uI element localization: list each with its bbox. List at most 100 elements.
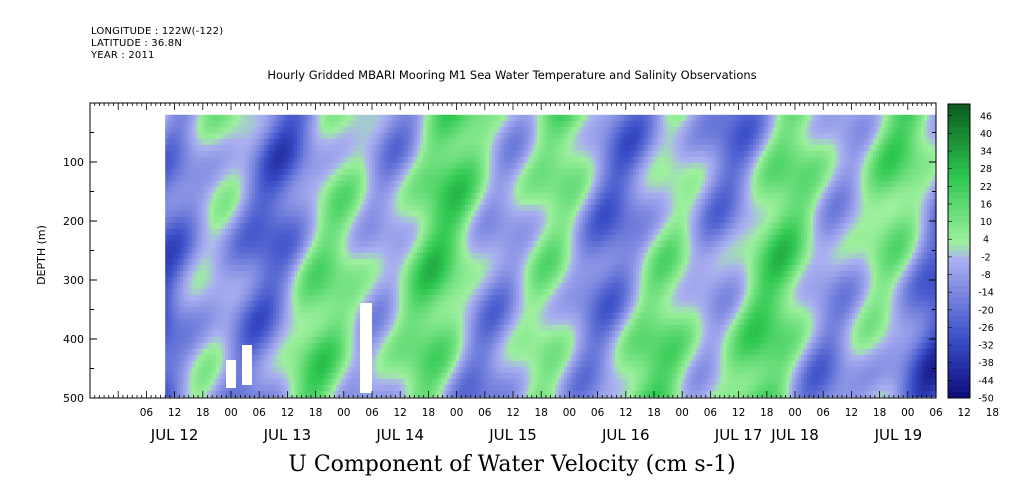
heat-cell [195,384,199,392]
heat-cell [273,174,277,182]
heat-cell [312,222,316,230]
heat-cell [294,180,298,188]
heat-cell [318,324,322,332]
heat-cell [198,282,202,290]
heat-cell [462,384,466,392]
heat-cell [396,324,400,332]
heat-cell [381,192,385,200]
heat-cell [384,162,388,170]
heat-cell [465,150,469,158]
heat-cell [171,270,175,278]
heat-cell [240,258,244,266]
heat-cell [276,282,280,290]
heat-cell [414,270,418,278]
heat-cell [246,312,250,320]
heat-cell [438,144,442,152]
heat-cell [186,126,190,134]
heat-cell [435,330,439,338]
heat-cell [369,258,373,266]
heat-cell [474,204,478,212]
heat-cell [327,132,331,140]
heat-cell [372,228,376,236]
heat-cell [177,198,181,206]
heat-cell [219,366,223,374]
heat-cell [291,264,295,272]
heat-cell [423,132,427,140]
heat-cell [186,204,190,212]
heat-cell [306,168,310,176]
heat-cell [324,360,328,368]
heat-cell [462,294,466,302]
heat-cell [249,162,253,170]
heat-cell [330,294,334,302]
heat-cell [201,246,205,254]
heat-cell [219,114,223,122]
heat-cell [174,138,178,146]
heat-cell [390,384,394,392]
heat-cell [177,234,181,242]
heat-cell [312,384,316,392]
heat-cell [441,324,445,332]
heat-cell [168,240,172,248]
heat-cell [459,384,463,392]
heat-cell [174,228,178,236]
heat-cell [357,240,361,248]
heat-cell [282,354,286,362]
heat-cell [462,186,466,194]
heat-cell [240,228,244,236]
heat-cell [180,384,184,392]
heat-cell [330,324,334,332]
heat-cell [459,276,463,284]
heat-cell [330,198,334,206]
heat-cell [204,186,208,194]
heat-cell [480,276,484,284]
heat-cell [357,132,361,140]
heat-cell [186,186,190,194]
heat-cell [354,126,358,134]
heat-cell [168,120,172,128]
heat-cell [195,342,199,350]
heat-cell [396,234,400,242]
heat-cell [249,204,253,212]
heat-cell [168,246,172,254]
heat-cell [465,180,469,188]
heat-cell [390,264,394,272]
heat-cell [321,258,325,266]
heat-cell [255,180,259,188]
heat-cell [411,138,415,146]
heat-cell [300,264,304,272]
heat-cell [252,282,256,290]
heat-cell [177,360,181,368]
heat-cell [168,174,172,182]
heat-cell [375,198,379,206]
heat-cell [207,180,211,188]
heat-cell [384,252,388,260]
heat-cell [384,120,388,128]
heat-cell [387,162,391,170]
heat-cell [429,330,433,338]
heat-cell [339,192,343,200]
heat-cell [471,300,475,308]
heat-cell [441,126,445,134]
heat-cell [318,294,322,302]
heat-cell [417,336,421,344]
heat-cell [375,264,379,272]
heat-cell [222,252,226,260]
heat-cell [432,114,436,122]
heat-cell [279,138,283,146]
heat-cell [261,330,265,338]
heat-cell [168,348,172,356]
heat-cell [297,216,301,224]
heat-cell [279,192,283,200]
heat-cell [327,234,331,242]
heat-cell [348,192,352,200]
heat-cell [270,162,274,170]
heat-cell [414,282,418,290]
heat-cell [177,390,181,398]
heat-cell [408,144,412,152]
heat-cell [432,162,436,170]
heat-cell [330,126,334,134]
heat-cell [165,168,169,176]
heat-cell [243,384,247,392]
heat-cell [333,204,337,212]
